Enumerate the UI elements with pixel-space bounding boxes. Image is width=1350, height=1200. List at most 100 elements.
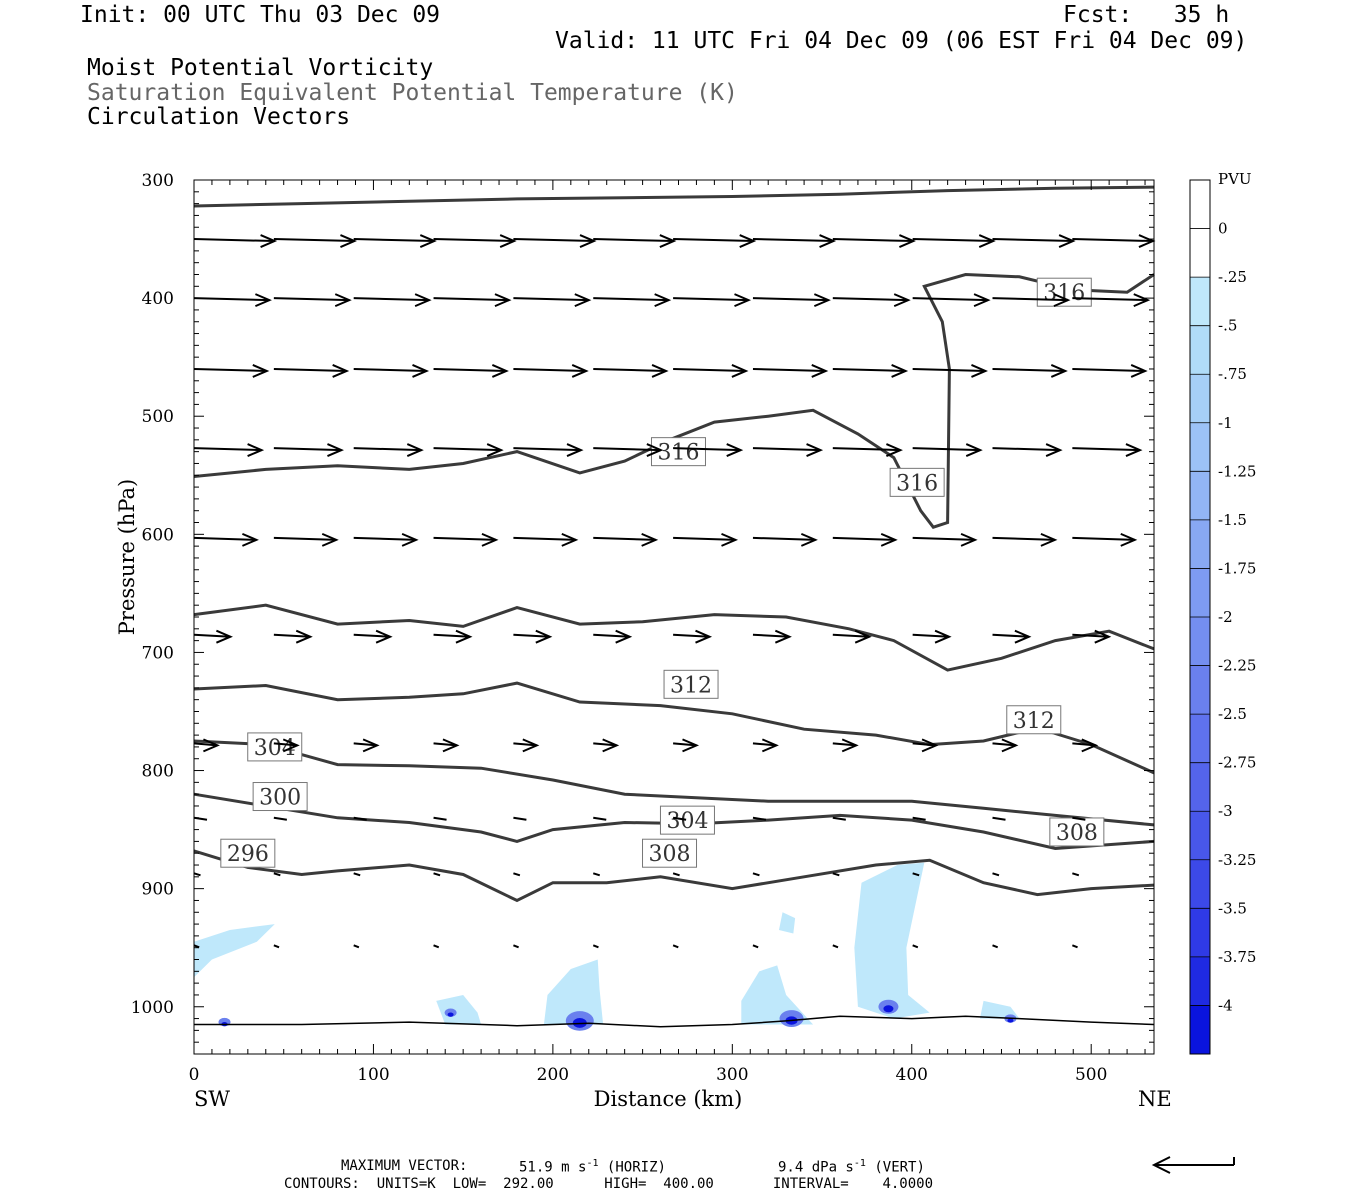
contour-line <box>193 681 1155 775</box>
contour-label: 316 <box>657 441 699 466</box>
vector-shaft <box>832 297 909 302</box>
vector-head <box>216 629 233 644</box>
vector-shaft <box>513 536 576 541</box>
vector-head <box>854 629 872 644</box>
vector-shaft <box>832 944 839 949</box>
vector-shaft <box>672 944 679 949</box>
vector-shaft <box>593 742 617 747</box>
plot-axes: 300 400 500 600 700 800 900 1000 0 100 200 300 400 50… <box>115 171 1172 1111</box>
vector-head <box>774 629 792 644</box>
contour-label-box <box>659 805 715 835</box>
vert-tag: (VERT) <box>874 1159 925 1176</box>
vector-head <box>414 293 432 308</box>
colorbar-label: -.5 <box>1218 317 1237 335</box>
colorbar-label: -2 <box>1218 608 1233 626</box>
colorbar-segment <box>1190 811 1210 860</box>
colorbar: 0 -.25 -.5 -.75 -1 -1.25 -1.5 -1.75 -2 -2.25 -2.5 -… <box>1189 170 1256 1055</box>
field-title-pv: Moist Potential Vorticity <box>87 55 434 81</box>
colorbar-segment <box>1190 762 1210 812</box>
x-tick-label: 100 <box>357 1065 389 1085</box>
contour-label: 296 <box>227 842 269 867</box>
vector-shaft <box>433 742 458 747</box>
vector-head <box>602 738 620 753</box>
vector-head <box>682 738 700 753</box>
contour-label: 312 <box>670 673 712 698</box>
vector-shaft <box>832 238 914 243</box>
vector-shaft <box>673 297 749 302</box>
vector-head <box>1138 234 1156 248</box>
contour-line <box>193 185 1155 208</box>
colorbar-segment <box>1190 228 1210 278</box>
colorbar-label: -3 <box>1218 802 1233 820</box>
vector-shaft <box>193 944 200 949</box>
vector-shaft <box>992 297 1068 302</box>
pv-blob <box>436 994 482 1025</box>
vector-shaft <box>752 742 777 747</box>
colorbar-label: -3.25 <box>1218 851 1256 869</box>
vert-value: 9.4 dPa s <box>778 1159 854 1176</box>
vector-shaft <box>433 367 507 372</box>
pv-blob <box>543 959 604 1025</box>
vector-shaft <box>433 238 515 243</box>
vector-shaft <box>1072 238 1153 243</box>
vector-head <box>841 738 859 753</box>
vector-shaft <box>832 633 870 638</box>
vector-shaft <box>832 447 901 452</box>
vector-shaft <box>353 297 430 302</box>
colorbar-segment <box>1190 714 1210 763</box>
vector-head <box>486 443 504 458</box>
vector-shaft <box>912 872 920 877</box>
vector-head <box>571 364 589 378</box>
vector-shaft <box>513 447 582 452</box>
vector-head <box>971 364 988 378</box>
vector-shaft <box>193 297 270 302</box>
vector-head <box>641 532 659 547</box>
pv-blob <box>979 1000 1020 1019</box>
vector-shaft <box>353 872 361 877</box>
vector-shaft <box>832 742 857 747</box>
y-tick-label: 600 <box>142 525 174 545</box>
vector-shaft <box>912 536 976 541</box>
vector-head <box>726 443 744 458</box>
field-title-theta: Saturation Equivalent Potential Temperat… <box>87 80 738 106</box>
vector-head <box>811 364 829 378</box>
vector-shaft <box>1072 536 1135 541</box>
vector-head <box>813 293 831 308</box>
vector-head <box>1014 629 1032 644</box>
vector-head <box>419 234 437 248</box>
contour-line <box>193 739 1155 827</box>
vector-shaft <box>673 633 710 638</box>
vector-head <box>295 629 313 644</box>
vector-head <box>499 234 517 248</box>
vector-shaft <box>752 447 821 452</box>
vector-head <box>973 293 991 308</box>
vector-shaft <box>273 297 350 302</box>
vector-head <box>800 532 818 547</box>
contour-label-box <box>220 838 276 868</box>
vector-head <box>203 738 220 753</box>
vector-head <box>1058 234 1076 248</box>
colorbar-label: -3.5 <box>1218 899 1247 917</box>
vector-shaft <box>353 536 417 541</box>
vector-head <box>651 364 669 378</box>
vector-head <box>654 293 672 308</box>
x-tick-label: 500 <box>1075 1065 1107 1085</box>
vector-head <box>934 629 952 644</box>
colorbar-label: -1.25 <box>1218 462 1256 480</box>
vector-shaft <box>273 944 280 949</box>
valid-time: Valid: 11 UTC Fri 04 Dec 09 (06 EST Fri … <box>555 28 1248 54</box>
vector-shaft <box>992 816 1006 821</box>
vector-shaft <box>353 816 367 821</box>
y-tick-label: 900 <box>142 880 174 900</box>
vector-head <box>242 532 259 547</box>
vector-shaft <box>752 367 826 372</box>
vector-shaft <box>513 367 587 372</box>
y-tick-label: 1000 <box>131 998 174 1018</box>
colorbar-segment <box>1190 568 1210 617</box>
vector-shaft <box>912 238 994 243</box>
vector-head <box>761 738 779 753</box>
vector-shaft <box>593 447 661 452</box>
contour-label-box <box>889 467 945 497</box>
colorbar-segment <box>1190 1005 1210 1054</box>
colorbar-label: -.75 <box>1218 365 1247 383</box>
